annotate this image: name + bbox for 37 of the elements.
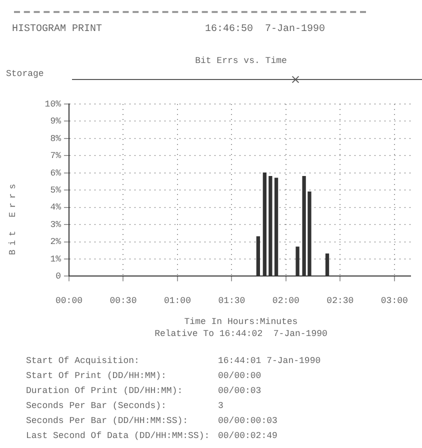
y-tick-label: 8% xyxy=(50,134,62,144)
y-tick-label: 5% xyxy=(50,185,62,196)
x-axis-title: Time In Hours:Minutes xyxy=(183,317,299,327)
y-tick-label: 10% xyxy=(44,99,62,110)
text: Duration Of Print (DD/HH:MM): xyxy=(26,386,183,396)
text: Relative To 16:44:02 7-Jan-1990 xyxy=(154,329,328,339)
y-tick-label: 0 xyxy=(56,272,61,282)
text: 00/00:00:03 xyxy=(218,416,278,426)
x-tick-label: 00:00 xyxy=(55,296,83,306)
text: 3 xyxy=(218,401,224,411)
x-tick-label: 02:00 xyxy=(272,296,300,306)
x-tick-label: 02:30 xyxy=(326,296,354,306)
text: Seconds Per Bar (Seconds): xyxy=(26,401,166,411)
text: HISTOGRAM PRINT xyxy=(12,24,102,35)
text: 16:44:01 7-Jan-1990 xyxy=(218,356,321,366)
y-tick-label: 2% xyxy=(50,237,62,248)
chart-title: Bit Errs vs. Time xyxy=(194,56,288,66)
y-tick-label: 9% xyxy=(50,116,62,127)
y-tick-label: 6% xyxy=(50,168,62,178)
x-tick-label: 01:30 xyxy=(218,296,246,306)
text: Start Of Print (DD/HH:MM): xyxy=(26,371,166,381)
text: Last Second Of Data (DD/HH:MM:SS): xyxy=(26,431,210,441)
text: Start Of Acquisition: xyxy=(26,356,140,366)
text: 16:46:50 7-Jan-1990 xyxy=(205,24,326,35)
y-tick-label: 3% xyxy=(50,220,62,230)
text: Seconds Per Bar (DD/HH:MM:SS): xyxy=(26,416,188,426)
text: Storage xyxy=(6,69,44,79)
text: 00/00:03 xyxy=(218,386,262,396)
x-tick-label: 03:00 xyxy=(380,296,408,306)
text: 00/00:00 xyxy=(218,371,262,381)
x-tick-label: 00:30 xyxy=(110,296,137,306)
y-axis-title: Bit Errs xyxy=(8,180,18,255)
y-tick-label: 7% xyxy=(50,151,62,162)
text: 00/00:02:49 xyxy=(218,431,278,441)
y-tick-label: 1% xyxy=(50,254,62,264)
x-tick-label: 01:00 xyxy=(164,296,191,306)
y-tick-label: 4% xyxy=(50,202,62,213)
